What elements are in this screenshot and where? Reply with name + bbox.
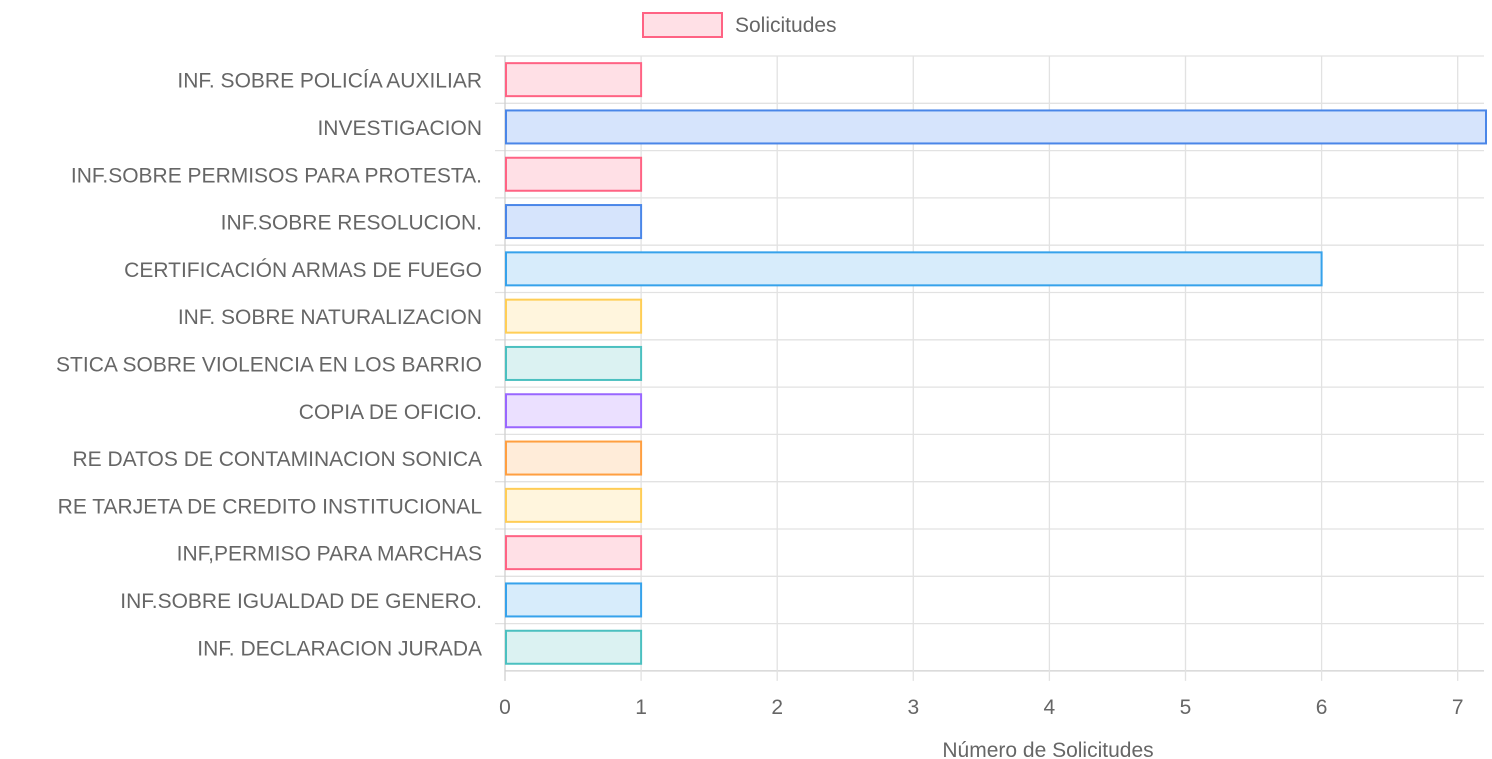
x-axis-title: Número de Solicitudes [942,739,1153,759]
bar[interactable] [505,440,643,476]
y-tick-label: INF.SOBRE IGUALDAD DE GENERO. [120,590,482,613]
x-tick-label: 7 [1452,696,1464,719]
bar[interactable] [505,62,643,98]
y-tick-label: INF. SOBRE NATURALIZACION [178,306,482,329]
y-tick-label: INF,PERMISO PARA MARCHAS [177,543,482,566]
bar[interactable] [505,298,643,334]
y-axis-labels: INF. SOBRE POLICÍA AUXILIAR INVESTIGACION… [56,70,482,661]
y-tick-label: RE TARJETA DE CREDITO INSTITUCIONAL [58,495,482,518]
bar[interactable] [505,345,643,381]
y-tick-label: CERTIFICACIÓN ARMAS DE FUEGO [124,259,482,282]
y-tick-label: RE DATOS DE CONTAMINACION SONICA [72,448,482,471]
y-tick-label: COPIA DE OFICIO. [299,401,482,424]
x-tick-label: 5 [1180,696,1192,719]
bar[interactable] [505,109,1487,145]
legend-swatch [642,12,723,38]
y-tick-label: INVESTIGACION [317,117,482,140]
bars [505,62,1487,665]
y-tick-label: INF. DECLARACION JURADA [197,637,482,660]
y-tick-label: STICA SOBRE VIOLENCIA EN LOS BARRIO [56,353,482,376]
x-tick-label: 3 [907,696,919,719]
y-tick-label: INF. SOBRE POLICÍA AUXILIAR [177,70,482,93]
x-tick-label: 1 [635,696,647,719]
grid [495,55,1484,681]
bar[interactable] [505,582,643,618]
bar[interactable] [505,393,643,429]
bar[interactable] [505,535,643,571]
legend-label: Solicitudes [735,14,837,37]
x-tick-label: 6 [1316,696,1328,719]
x-axis-ticks: 0 1 2 3 4 5 6 7 [499,696,1463,719]
y-tick-label: INF.SOBRE PERMISOS PARA PROTESTA. [71,164,482,187]
y-tick-label: INF.SOBRE RESOLUCION. [221,212,482,235]
x-tick-label: 0 [499,696,511,719]
bar[interactable] [505,487,643,523]
bar[interactable] [505,629,643,665]
x-tick-label: 4 [1044,696,1056,719]
bar[interactable] [505,204,643,240]
bar[interactable] [505,251,1323,287]
bar[interactable] [505,156,643,192]
legend[interactable]: Solicitudes [642,12,837,38]
x-tick-label: 2 [771,696,783,719]
